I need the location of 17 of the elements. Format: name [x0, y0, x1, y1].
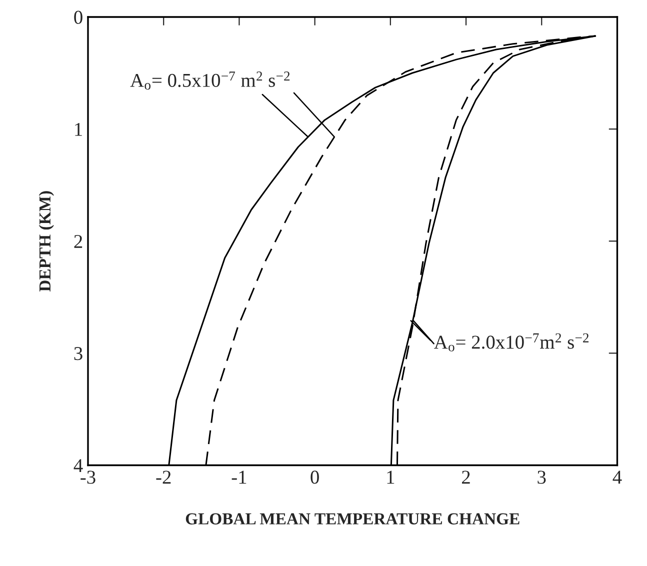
x-tick-label: 2: [462, 470, 470, 484]
x-tick-label: -2: [156, 470, 171, 484]
y-tick-label: 1: [75, 122, 82, 136]
y-tick-label: 0: [74, 10, 82, 24]
x-tick-label: 3: [538, 470, 546, 484]
y-tick-label: 2: [74, 234, 82, 248]
x-axis-title: GLOBAL MEAN TEMPERATURE CHANGE: [186, 513, 520, 524]
annotation: A$_{o}$= 0.5x10$^{−7}$ m$^{2}$ s$^{−2}$: [130, 72, 290, 90]
y-axis-title: DEPTH (KM): [38, 191, 54, 292]
annotation: A$_{o}$= 2.0x10$^{−7}$m$^{2}$ s$^{−2}$: [434, 333, 589, 352]
y-tick-label: 3: [74, 347, 82, 360]
x-tick-label: -1: [232, 470, 246, 484]
x-tick-label: -3: [80, 470, 96, 484]
x-tick-label: 0: [310, 470, 319, 484]
x-tick-label: 4: [612, 470, 622, 484]
x-tick-label: 1: [387, 470, 394, 484]
y-tick-label: 4: [74, 459, 83, 472]
